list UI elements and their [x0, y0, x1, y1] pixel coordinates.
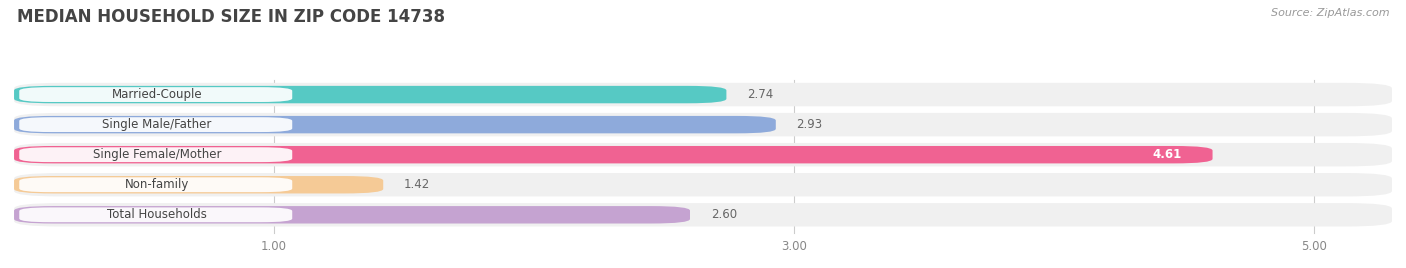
Text: 2.93: 2.93	[797, 118, 823, 131]
FancyBboxPatch shape	[14, 83, 1392, 106]
FancyBboxPatch shape	[20, 177, 292, 192]
Text: Non-family: Non-family	[125, 178, 190, 191]
FancyBboxPatch shape	[14, 203, 1392, 226]
Text: 1.42: 1.42	[404, 178, 430, 191]
Text: Single Male/Father: Single Male/Father	[103, 118, 212, 131]
Text: Total Households: Total Households	[107, 208, 207, 221]
FancyBboxPatch shape	[14, 146, 1212, 163]
FancyBboxPatch shape	[14, 116, 776, 133]
FancyBboxPatch shape	[14, 176, 384, 193]
FancyBboxPatch shape	[20, 117, 292, 132]
FancyBboxPatch shape	[20, 87, 292, 102]
FancyBboxPatch shape	[14, 143, 1392, 166]
Text: 2.60: 2.60	[711, 208, 737, 221]
FancyBboxPatch shape	[20, 207, 292, 222]
Text: Married-Couple: Married-Couple	[111, 88, 202, 101]
FancyBboxPatch shape	[14, 86, 727, 103]
Text: MEDIAN HOUSEHOLD SIZE IN ZIP CODE 14738: MEDIAN HOUSEHOLD SIZE IN ZIP CODE 14738	[17, 8, 444, 26]
FancyBboxPatch shape	[14, 173, 1392, 196]
FancyBboxPatch shape	[14, 206, 690, 224]
Text: 4.61: 4.61	[1152, 148, 1181, 161]
FancyBboxPatch shape	[20, 147, 292, 162]
Text: 2.74: 2.74	[747, 88, 773, 101]
Text: Single Female/Mother: Single Female/Mother	[93, 148, 221, 161]
FancyBboxPatch shape	[14, 113, 1392, 136]
Text: Source: ZipAtlas.com: Source: ZipAtlas.com	[1271, 8, 1389, 18]
